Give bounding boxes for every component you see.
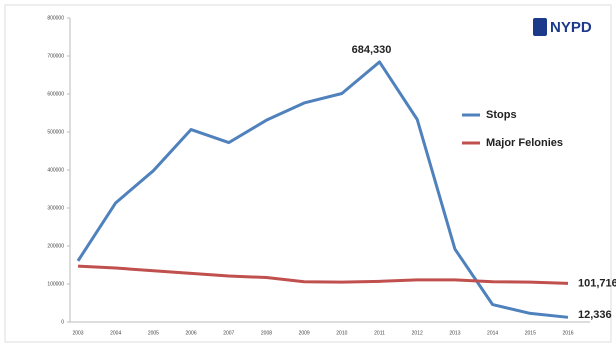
x-tick-label: 2007: [223, 330, 234, 336]
x-tick-label: 2009: [299, 330, 310, 336]
x-tick-label: 2005: [148, 330, 159, 336]
series-line: [77, 264, 569, 285]
x-tick-label: 2015: [525, 330, 536, 336]
x-tick-label: 2006: [186, 330, 197, 336]
x-tick-label: 2016: [562, 330, 573, 336]
x-tick-label: 2008: [261, 330, 272, 336]
chart-frame: [4, 4, 612, 343]
y-tick-label: 700000: [47, 53, 64, 59]
x-tick-label: 2014: [487, 330, 498, 336]
legend-label: Major Felonies: [486, 137, 563, 149]
logo: NYPD: [550, 19, 592, 36]
y-tick-label: 200000: [47, 243, 64, 249]
data-label: 12,336: [578, 309, 612, 321]
x-tick-label: 2003: [72, 330, 83, 336]
y-tick-label: 300000: [47, 205, 64, 211]
legend-label: Stops: [486, 109, 517, 121]
y-tick-label: 400000: [47, 167, 64, 173]
y-tick-label: 500000: [47, 129, 64, 135]
x-tick-label: 2013: [449, 330, 460, 336]
x-tick-label: 2010: [336, 330, 347, 336]
logo-badge: [533, 18, 547, 36]
data-label: 684,330: [352, 44, 392, 56]
x-tick-label: 2004: [110, 330, 121, 336]
y-tick-label: 100000: [47, 281, 64, 287]
y-tick-label: 800000: [47, 15, 64, 21]
x-tick-label: 2011: [374, 330, 385, 336]
series-line: [76, 60, 569, 319]
y-tick-label: 0: [61, 319, 64, 325]
data-label: 101,716: [578, 277, 616, 289]
x-tick-label: 2012: [412, 330, 423, 336]
y-tick-label: 600000: [47, 91, 64, 97]
